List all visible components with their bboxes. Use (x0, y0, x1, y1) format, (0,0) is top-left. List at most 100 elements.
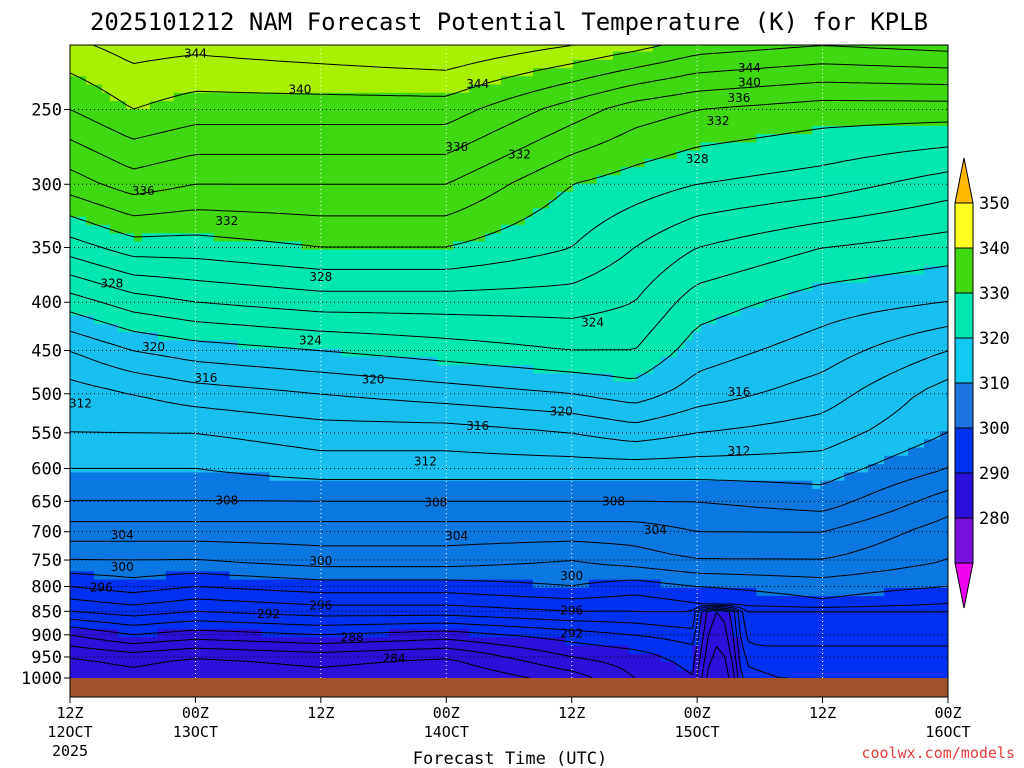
theta-cell (540, 603, 550, 613)
theta-cell (493, 150, 502, 159)
theta-cell (381, 438, 390, 448)
theta-cell (517, 298, 526, 308)
theta-cell (70, 422, 79, 432)
theta-cell (293, 141, 303, 151)
theta-cell (357, 364, 366, 374)
theta-cell (485, 331, 494, 341)
theta-cell (325, 628, 334, 638)
theta-cell (109, 166, 119, 176)
theta-cell (293, 653, 303, 663)
theta-cell (181, 117, 191, 126)
theta-cell (469, 595, 478, 605)
theta-cell (405, 612, 414, 621)
theta-cell (333, 67, 342, 77)
theta-cell (540, 339, 550, 349)
theta-cell (341, 447, 350, 456)
theta-cell (78, 504, 87, 514)
theta-cell (189, 587, 199, 597)
theta-cell (413, 529, 422, 539)
theta-cell (389, 587, 398, 597)
theta-cell (101, 529, 111, 539)
theta-cell (221, 339, 231, 349)
theta-cell (133, 488, 143, 498)
theta-cell (525, 397, 534, 407)
theta-cell (213, 397, 223, 407)
theta-cell (165, 216, 175, 225)
theta-cell (205, 108, 215, 118)
theta-cell (213, 447, 223, 456)
theta-cell (421, 620, 430, 630)
theta-cell (253, 141, 263, 151)
theta-cell (461, 455, 470, 465)
theta-cell (78, 356, 87, 366)
theta-cell (373, 45, 382, 52)
theta-cell (413, 653, 422, 663)
theta-cell (317, 133, 326, 143)
theta-cell (141, 430, 151, 440)
theta-cell (389, 356, 398, 366)
theta-cell (253, 125, 263, 135)
theta-cell (405, 628, 414, 638)
theta-cell (261, 529, 271, 539)
theta-cell (485, 356, 494, 366)
theta-cell (205, 414, 215, 423)
theta-cell (381, 447, 390, 456)
theta-cell (229, 92, 239, 102)
theta-cell (253, 537, 263, 547)
theta-cell (556, 612, 566, 621)
theta-cell (525, 133, 534, 143)
theta-cell (485, 480, 494, 489)
theta-cell (548, 117, 558, 126)
theta-cell (548, 339, 558, 349)
theta-cell (93, 84, 103, 93)
theta-cell (421, 447, 430, 456)
theta-cell (78, 546, 87, 555)
theta-cell (525, 117, 534, 126)
theta-cell (509, 513, 518, 522)
theta-cell (540, 364, 550, 374)
theta-cell (269, 306, 279, 316)
theta-cell (509, 306, 518, 316)
theta-cell (485, 579, 494, 588)
theta-cell (285, 529, 295, 539)
theta-cell (548, 480, 558, 489)
theta-cell (389, 108, 398, 118)
theta-cell (397, 372, 406, 382)
theta-cell (469, 570, 478, 580)
theta-cell (101, 59, 111, 69)
theta-cell (221, 430, 231, 440)
theta-cell (157, 471, 167, 481)
theta-cell (437, 273, 446, 283)
theta-cell (101, 587, 111, 597)
theta-cell (189, 224, 199, 234)
theta-cell (93, 150, 103, 159)
theta-cell (373, 504, 382, 514)
theta-cell (365, 117, 374, 126)
theta-cell (429, 447, 438, 456)
theta-cell (501, 356, 510, 366)
theta-cell (253, 405, 263, 415)
theta-cell (357, 480, 366, 489)
theta-cell (277, 249, 287, 258)
theta-cell (157, 249, 167, 258)
theta-cell (101, 108, 111, 118)
theta-cell (357, 108, 366, 118)
theta-cell (285, 199, 295, 209)
theta-cell (261, 339, 271, 349)
theta-cell (213, 414, 223, 423)
theta-cell (93, 364, 103, 374)
theta-cell (493, 224, 502, 234)
theta-cell (101, 636, 111, 646)
theta-cell (525, 125, 534, 135)
theta-cell (317, 100, 326, 110)
theta-cell (117, 117, 127, 126)
theta-cell (421, 529, 430, 539)
theta-cell (532, 389, 542, 399)
theta-cell (437, 75, 446, 85)
theta-cell (101, 133, 111, 143)
theta-cell (477, 397, 486, 407)
theta-cell (556, 224, 566, 234)
theta-cell (237, 587, 247, 597)
theta-cell (405, 108, 414, 118)
theta-cell (349, 455, 358, 465)
